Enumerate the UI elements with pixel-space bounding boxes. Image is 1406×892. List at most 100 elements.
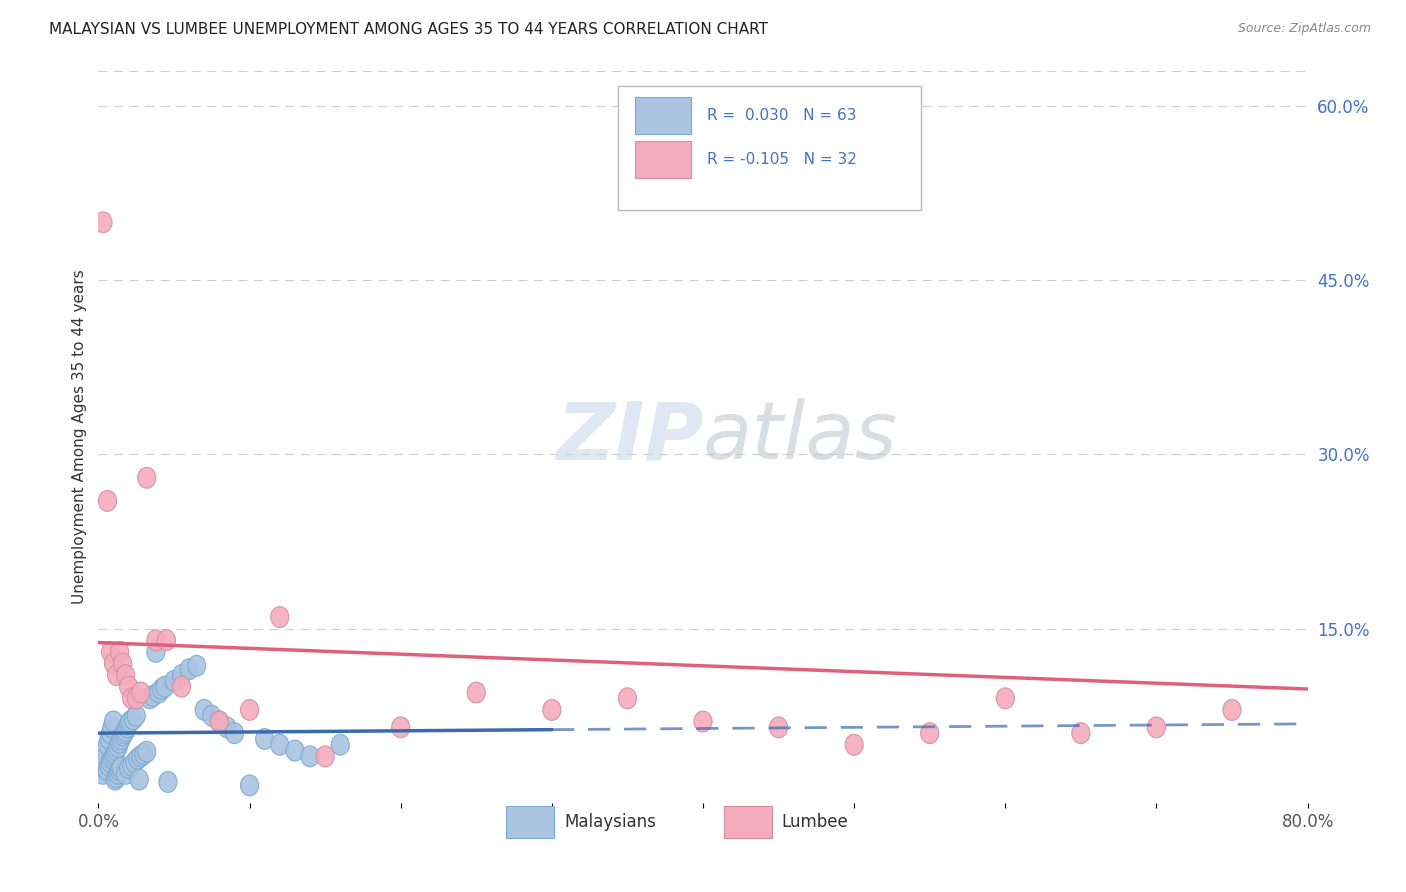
Ellipse shape bbox=[146, 630, 165, 650]
Ellipse shape bbox=[138, 741, 156, 762]
Ellipse shape bbox=[114, 725, 132, 746]
Ellipse shape bbox=[120, 714, 138, 734]
Ellipse shape bbox=[240, 775, 259, 796]
Ellipse shape bbox=[101, 641, 120, 663]
Text: atlas: atlas bbox=[703, 398, 898, 476]
Text: Lumbee: Lumbee bbox=[782, 813, 848, 830]
Ellipse shape bbox=[157, 630, 176, 650]
Ellipse shape bbox=[120, 757, 138, 779]
Ellipse shape bbox=[211, 711, 228, 732]
FancyBboxPatch shape bbox=[619, 86, 921, 211]
Ellipse shape bbox=[117, 764, 135, 784]
Ellipse shape bbox=[105, 769, 124, 790]
Ellipse shape bbox=[141, 688, 159, 709]
Ellipse shape bbox=[94, 211, 112, 233]
Ellipse shape bbox=[117, 721, 135, 741]
Ellipse shape bbox=[173, 665, 191, 686]
Ellipse shape bbox=[94, 764, 112, 784]
Ellipse shape bbox=[127, 688, 145, 709]
Ellipse shape bbox=[135, 744, 153, 764]
Ellipse shape bbox=[121, 711, 139, 732]
Ellipse shape bbox=[111, 641, 129, 663]
Ellipse shape bbox=[101, 723, 120, 744]
Ellipse shape bbox=[97, 746, 115, 767]
Ellipse shape bbox=[107, 665, 125, 686]
Ellipse shape bbox=[543, 699, 561, 721]
Ellipse shape bbox=[98, 491, 117, 511]
Ellipse shape bbox=[256, 729, 274, 749]
Ellipse shape bbox=[117, 665, 135, 686]
Ellipse shape bbox=[180, 659, 198, 680]
Ellipse shape bbox=[153, 679, 172, 699]
Ellipse shape bbox=[156, 676, 174, 698]
Ellipse shape bbox=[112, 757, 131, 779]
Ellipse shape bbox=[111, 760, 129, 780]
Ellipse shape bbox=[332, 734, 349, 756]
Ellipse shape bbox=[285, 740, 304, 761]
Ellipse shape bbox=[114, 653, 132, 674]
Ellipse shape bbox=[301, 746, 319, 767]
Ellipse shape bbox=[97, 752, 115, 772]
Ellipse shape bbox=[112, 729, 131, 749]
Ellipse shape bbox=[103, 717, 121, 738]
Ellipse shape bbox=[1223, 699, 1241, 721]
Text: Source: ZipAtlas.com: Source: ZipAtlas.com bbox=[1237, 22, 1371, 36]
Y-axis label: Unemployment Among Ages 35 to 44 years: Unemployment Among Ages 35 to 44 years bbox=[72, 269, 87, 605]
FancyBboxPatch shape bbox=[636, 141, 690, 178]
Ellipse shape bbox=[115, 723, 134, 744]
Ellipse shape bbox=[271, 734, 288, 756]
Ellipse shape bbox=[138, 467, 156, 488]
Ellipse shape bbox=[105, 744, 124, 764]
Ellipse shape bbox=[695, 711, 711, 732]
Ellipse shape bbox=[110, 737, 127, 757]
FancyBboxPatch shape bbox=[724, 805, 772, 838]
Ellipse shape bbox=[107, 740, 125, 761]
Ellipse shape bbox=[159, 772, 177, 792]
Ellipse shape bbox=[104, 711, 122, 732]
Ellipse shape bbox=[98, 760, 117, 780]
Ellipse shape bbox=[125, 752, 143, 772]
Text: MALAYSIAN VS LUMBEE UNEMPLOYMENT AMONG AGES 35 TO 44 YEARS CORRELATION CHART: MALAYSIAN VS LUMBEE UNEMPLOYMENT AMONG A… bbox=[49, 22, 768, 37]
Ellipse shape bbox=[96, 757, 114, 779]
Ellipse shape bbox=[202, 706, 221, 726]
Ellipse shape bbox=[316, 746, 335, 767]
Ellipse shape bbox=[124, 709, 142, 730]
Ellipse shape bbox=[173, 676, 191, 698]
Ellipse shape bbox=[195, 699, 214, 721]
Ellipse shape bbox=[211, 711, 228, 732]
Ellipse shape bbox=[120, 676, 138, 698]
Text: R = -0.105   N = 32: R = -0.105 N = 32 bbox=[707, 152, 856, 167]
Ellipse shape bbox=[271, 607, 288, 627]
Ellipse shape bbox=[769, 717, 787, 738]
Ellipse shape bbox=[150, 682, 167, 703]
Ellipse shape bbox=[225, 723, 243, 744]
Ellipse shape bbox=[103, 748, 121, 769]
Ellipse shape bbox=[619, 688, 637, 709]
Text: ZIP: ZIP bbox=[555, 398, 703, 476]
Ellipse shape bbox=[104, 653, 122, 674]
Ellipse shape bbox=[98, 734, 117, 756]
FancyBboxPatch shape bbox=[636, 97, 690, 135]
Ellipse shape bbox=[104, 746, 122, 767]
Ellipse shape bbox=[132, 682, 150, 703]
Ellipse shape bbox=[110, 764, 127, 784]
Ellipse shape bbox=[100, 729, 118, 749]
Ellipse shape bbox=[122, 688, 141, 709]
Ellipse shape bbox=[100, 756, 118, 776]
Ellipse shape bbox=[122, 756, 141, 776]
Ellipse shape bbox=[143, 686, 162, 706]
Ellipse shape bbox=[921, 723, 939, 744]
Ellipse shape bbox=[107, 767, 125, 788]
Ellipse shape bbox=[997, 688, 1014, 709]
Ellipse shape bbox=[845, 734, 863, 756]
Ellipse shape bbox=[111, 732, 129, 753]
Ellipse shape bbox=[240, 699, 259, 721]
Ellipse shape bbox=[187, 656, 205, 676]
Ellipse shape bbox=[127, 706, 145, 726]
Ellipse shape bbox=[165, 671, 183, 691]
Ellipse shape bbox=[131, 769, 148, 790]
Ellipse shape bbox=[101, 752, 120, 772]
FancyBboxPatch shape bbox=[506, 805, 554, 838]
Ellipse shape bbox=[1071, 723, 1090, 744]
Ellipse shape bbox=[1147, 717, 1166, 738]
